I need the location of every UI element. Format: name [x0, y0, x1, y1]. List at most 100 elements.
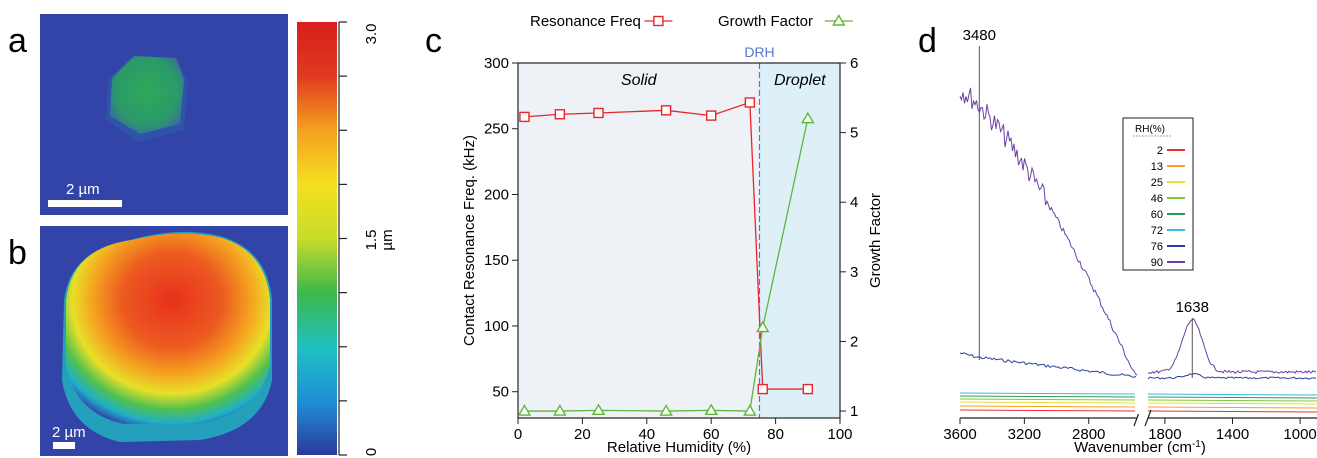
- spectrum-line: [1147, 393, 1317, 396]
- scale-bar-a: [48, 200, 122, 207]
- spectrum-line: [959, 405, 1138, 408]
- chart-c-series: [517, 97, 815, 416]
- legend-entry-label: 25: [1151, 177, 1163, 189]
- spectrum-line: [959, 401, 1138, 404]
- chart-d-x-axis-label: Wavenumber (cm-1): [1074, 439, 1206, 457]
- colorbar-max-label: 3.0: [363, 24, 380, 45]
- chart-c-y-axis-label: Contact Resonance Freq. (kHz): [461, 135, 478, 346]
- spectrum-line: [959, 409, 1138, 412]
- legend-title: RH(%): [1135, 124, 1165, 135]
- y-tick-label: 150: [484, 252, 509, 269]
- series-line-1: [524, 118, 809, 412]
- series-point-triangle: [756, 320, 770, 333]
- series-point-triangle: [517, 404, 532, 416]
- colorbar-ticks: [339, 21, 347, 456]
- spectrum-line: [1147, 399, 1317, 402]
- x-tick-label: 3600: [943, 426, 976, 443]
- x-tick-label: 60: [703, 426, 720, 443]
- series-point-triangle: [704, 403, 718, 416]
- y2-tick-label: 3: [850, 264, 858, 281]
- colorbar-unit: µm: [379, 229, 396, 250]
- x-tick-label: 100: [827, 426, 852, 443]
- series-point-triangle: [801, 111, 815, 124]
- series-point-square: [660, 105, 672, 116]
- y-tick-label: 200: [484, 186, 509, 203]
- legend-entry-label: 60: [1151, 209, 1163, 221]
- colorbar-min-label: 0: [363, 448, 380, 456]
- x-tick-label: 1400: [1216, 426, 1249, 443]
- scale-bar-label-a: 2 µm: [66, 181, 100, 198]
- spectrum-line: [1147, 406, 1317, 409]
- series-point-square: [744, 97, 756, 108]
- afm-image-b: 2 µm: [40, 226, 288, 456]
- x-tick-label: 2800: [1072, 426, 1105, 443]
- y-tick-label: 100: [484, 318, 509, 335]
- spectrum-line: [1147, 410, 1317, 413]
- series-point-square: [593, 107, 604, 119]
- colorbar-gradient: [297, 22, 337, 455]
- y2-tick-label: 1: [850, 403, 858, 420]
- spectrum-break-gap: [1135, 378, 1145, 414]
- region-droplet: [759, 63, 840, 418]
- series-point-square: [706, 110, 717, 121]
- scale-bar-label-b: 2 µm: [52, 424, 86, 441]
- legend-entry-label: 90: [1151, 257, 1163, 269]
- y-tick-label: 50: [492, 384, 509, 401]
- series-point-triangle: [743, 404, 757, 416]
- spectrum-line: [1147, 372, 1317, 380]
- axis-break-mark: [1144, 409, 1152, 427]
- panel-label-b: b: [8, 234, 27, 272]
- series-point-triangle: [659, 404, 673, 416]
- legend-marker-0: [653, 15, 664, 27]
- spectrum-line: [1147, 396, 1317, 399]
- x-tick-label: 1000: [1283, 426, 1316, 443]
- drh-label: DRH: [744, 44, 774, 60]
- series-point-square: [519, 111, 530, 123]
- spectrum-line: [959, 395, 1138, 398]
- y-tick-label: 300: [484, 55, 509, 72]
- plot-frame: [517, 62, 841, 419]
- panel-label-d: d: [918, 22, 937, 60]
- x-tick-label: 40: [638, 426, 655, 443]
- y2-tick-label: 5: [850, 125, 858, 142]
- particle-b-dome: [66, 233, 270, 424]
- chart-d-legend: RH(%) 2 13 25 46 60 72 76 90: [1122, 117, 1194, 271]
- peak-label: 1638: [1176, 299, 1209, 316]
- legend-marker-1: [832, 14, 846, 26]
- spectrum-line: [1147, 402, 1317, 405]
- panel-label-c: c: [425, 22, 442, 60]
- region-label-droplet: Droplet: [774, 72, 826, 89]
- spectrum-line: [959, 392, 1138, 395]
- scale-bar-b: [53, 442, 75, 449]
- legend-entry-label: 13: [1151, 161, 1163, 173]
- colorbar: 3.0 1.5 µm 0: [297, 21, 396, 456]
- chart-c-legend: Resonance Freq Growth Factor: [530, 13, 853, 30]
- legend-entry-label: 2: [1157, 145, 1163, 157]
- y-tick-label: 250: [484, 121, 509, 138]
- series-point-triangle: [553, 404, 567, 416]
- region-label-solid: Solid: [621, 72, 658, 89]
- chart-d-axes: 3480 1638 3600 3200 2800 1800 1400 1000: [943, 27, 1317, 443]
- chart-c-y2-axis-label: Growth Factor: [867, 193, 884, 288]
- series-point-square: [757, 383, 768, 395]
- x-tick-label: 3200: [1008, 426, 1041, 443]
- series-point-square: [554, 109, 566, 120]
- y2-tick-label: 2: [850, 333, 858, 350]
- x-tick-label: 20: [574, 426, 591, 443]
- legend-entry-label: 72: [1151, 225, 1163, 237]
- chart-c-x-axis-label: Relative Humidity (%): [607, 439, 751, 456]
- spectrum-line: [959, 87, 1138, 376]
- legend-label-1: Growth Factor: [718, 13, 813, 30]
- spectrum-line: [959, 352, 1137, 378]
- panel-label-a: a: [8, 22, 27, 60]
- region-solid: [518, 63, 760, 418]
- series-point-square: [802, 383, 813, 395]
- chart-c-axes: 0 20 40 60 80 100 50 100 150 200 250 300 1 2 3 4 5 6: [484, 55, 858, 443]
- particle-a: [110, 56, 184, 134]
- legend-entry-label: 46: [1151, 193, 1163, 205]
- y2-tick-label: 6: [850, 55, 858, 72]
- colorbar-mid-label: 1.5: [363, 230, 380, 251]
